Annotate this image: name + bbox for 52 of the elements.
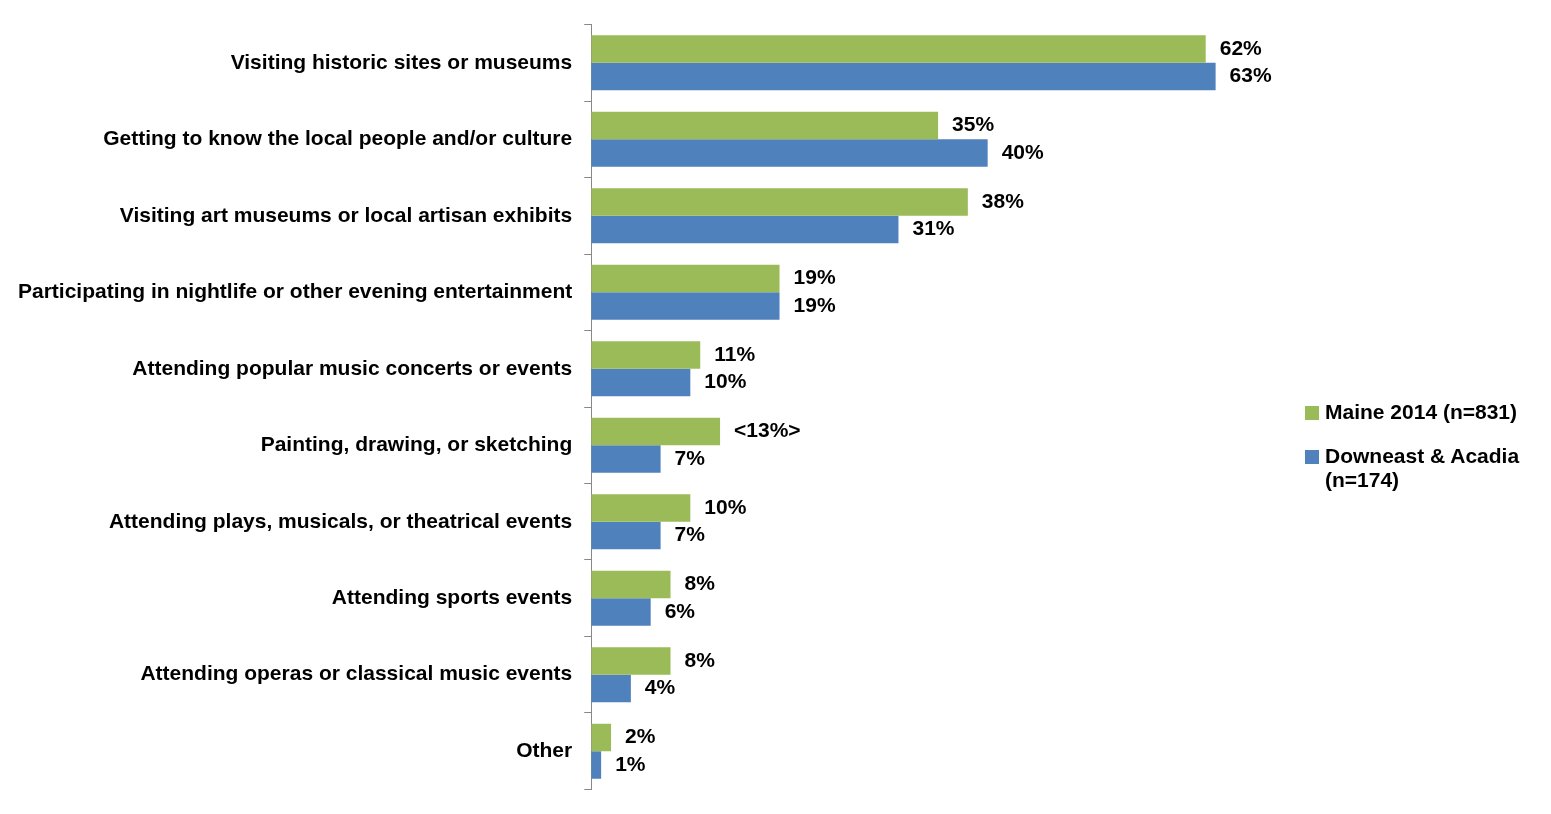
bar: [591, 445, 661, 473]
bar: [591, 368, 691, 397]
data-label: 4%: [644, 675, 676, 699]
data-label: 1%: [615, 751, 646, 775]
y-tick-label: Attending sports events: [331, 585, 573, 608]
data-label: 11%: [714, 341, 756, 365]
y-tick-label: Attending popular music concerts or events: [132, 355, 573, 379]
data-label: 7%: [674, 522, 706, 546]
bar: [591, 598, 651, 626]
bar: [591, 111, 939, 140]
legend-label: Maine 2014 (n=831): [1325, 400, 1518, 424]
bar: [591, 264, 780, 293]
data-label: 40%: [1001, 139, 1045, 163]
data-label: 10%: [704, 369, 747, 393]
data-label: 38%: [981, 188, 1025, 212]
data-label: 8%: [684, 647, 716, 671]
y-tick-label: Attending plays, musicals, or theatrical events: [108, 508, 573, 532]
bar: [591, 292, 780, 320]
bar: [591, 139, 988, 167]
bar: [591, 341, 701, 369]
data-label: 35%: [952, 112, 995, 136]
bar: [591, 521, 661, 550]
y-tick-label: Painting, drawing, or sketching: [260, 432, 573, 456]
bar: [591, 417, 721, 446]
bar: [591, 647, 671, 675]
data-label: 62%: [1219, 35, 1263, 59]
bar: [591, 570, 671, 599]
data-label: 19%: [793, 265, 836, 289]
bar: [591, 674, 631, 703]
y-tick-label: Attending operas or classical music events: [140, 661, 573, 685]
data-label: 63%: [1229, 63, 1272, 87]
data-label: <13%>: [734, 418, 801, 442]
bar: [591, 723, 612, 752]
y-tick-label: Other: [516, 737, 573, 761]
bar: [591, 188, 968, 216]
bar: [591, 62, 1216, 91]
y-tick-label: Participating in nightlife or other evening entertainment: [17, 279, 573, 303]
bar: [591, 751, 602, 779]
data-label: 31%: [912, 216, 955, 240]
bar: [591, 494, 691, 522]
y-tick-label: Visiting historic sites or museums: [230, 49, 573, 73]
y-tick-label: Visiting art museums or local artisan exhibits: [119, 202, 573, 226]
data-label: 8%: [684, 571, 716, 595]
bar: [591, 35, 1206, 63]
bar: [591, 215, 899, 244]
legend-label: Downeast & Acadia (n=174): [1325, 444, 1521, 492]
y-tick-label: Getting to know the local people and/or culture: [103, 126, 573, 150]
data-label: 2%: [625, 724, 656, 748]
data-label: 19%: [793, 292, 836, 316]
data-label: 6%: [664, 598, 696, 622]
data-label: 7%: [674, 445, 706, 469]
data-label: 10%: [704, 494, 747, 518]
